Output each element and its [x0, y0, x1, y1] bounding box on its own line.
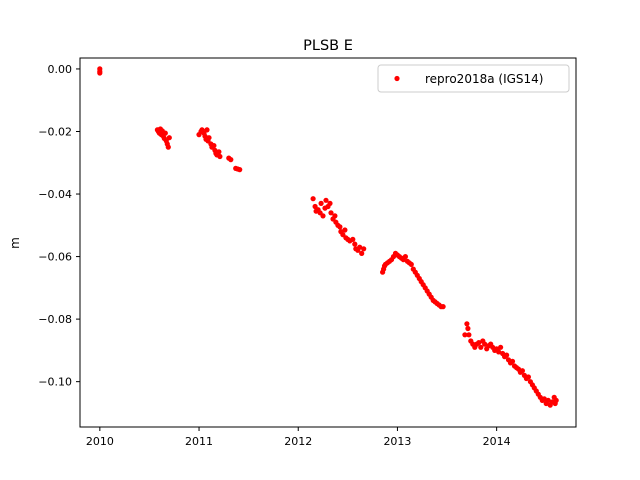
- data-point: [332, 213, 338, 219]
- data-point: [541, 396, 547, 402]
- y-tick-label: 0.00: [48, 63, 73, 76]
- x-tick-label: 2013: [383, 435, 411, 448]
- data-point: [337, 224, 343, 230]
- data-point: [402, 254, 408, 260]
- data-point: [478, 344, 484, 350]
- y-axis-label: m: [8, 237, 22, 249]
- data-point: [440, 304, 446, 310]
- data-point: [318, 200, 324, 206]
- data-point: [211, 143, 217, 149]
- data-point: [217, 153, 223, 160]
- plot-area: [97, 66, 559, 408]
- data-point: [498, 344, 504, 350]
- data-point: [328, 210, 334, 216]
- data-point: [357, 244, 363, 250]
- data-point: [496, 349, 502, 355]
- data-point: [323, 197, 329, 203]
- data-point: [476, 340, 482, 346]
- data-point: [216, 149, 222, 155]
- data-point: [408, 261, 414, 267]
- data-point: [525, 374, 532, 380]
- data-point: [509, 358, 516, 364]
- x-tick-label: 2011: [185, 435, 213, 448]
- data-point: [320, 213, 326, 219]
- legend-box: [377, 64, 570, 93]
- y-tick-label: −0.10: [38, 376, 72, 389]
- y-tick-label: −0.04: [38, 188, 72, 201]
- data-point: [228, 157, 234, 163]
- data-point: [206, 135, 212, 141]
- data-point: [359, 250, 365, 256]
- x-tick-label: 2012: [284, 435, 312, 448]
- x-tick-label: 2010: [86, 435, 114, 448]
- data-point: [165, 144, 171, 150]
- data-point: [327, 200, 333, 206]
- data-point: [361, 246, 367, 252]
- data-point: [162, 130, 168, 136]
- legend-marker: [394, 75, 400, 82]
- data-point: [465, 325, 471, 332]
- x-tick-label: 2014: [483, 435, 511, 448]
- data-point: [342, 227, 348, 233]
- data-point: [482, 341, 488, 347]
- data-point: [553, 397, 559, 403]
- plot-frame: [79, 57, 577, 428]
- legend: repro2018a (IGS14): [377, 64, 570, 93]
- data-point: [504, 352, 510, 358]
- y-tick-label: −0.08: [38, 313, 72, 326]
- data-point: [466, 332, 472, 338]
- axis-ticks: 2010 2011 2012 2013 2014 0.00 −0.02 −0.04 −0.06 −…: [38, 63, 510, 448]
- data-point: [310, 196, 316, 202]
- data-point: [464, 321, 470, 327]
- data-point: [545, 397, 551, 403]
- chart-title: PLSB E: [303, 38, 353, 54]
- data-point: [462, 332, 468, 338]
- data-point: [166, 135, 172, 141]
- y-tick-label: −0.02: [38, 125, 72, 138]
- data-point: [97, 70, 103, 76]
- data-point: [352, 241, 358, 247]
- data-point: [237, 167, 243, 173]
- data-point: [350, 236, 356, 242]
- data-point: [204, 127, 210, 133]
- data-point: [519, 368, 526, 374]
- legend-label: repro2018a (IGS14): [425, 72, 543, 86]
- y-tick-label: −0.06: [38, 251, 72, 264]
